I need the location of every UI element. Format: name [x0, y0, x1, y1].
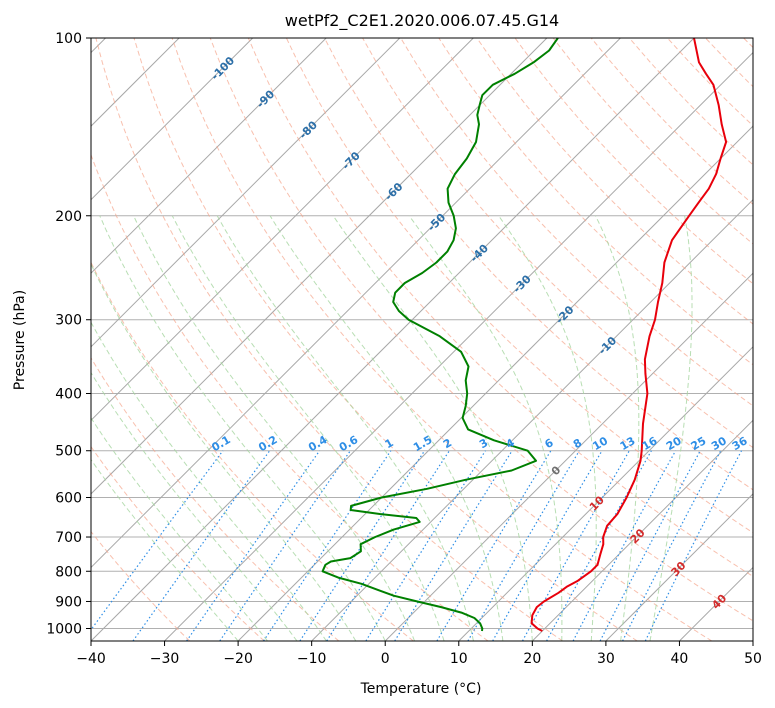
x-tick-label: −40	[76, 651, 106, 667]
y-tick-label: 600	[55, 490, 82, 506]
dry-adiabat-line	[324, 38, 753, 491]
mixing-ratio-line	[492, 450, 603, 641]
y-tick-label: 100	[55, 31, 82, 47]
isotherm-line	[164, 51, 753, 641]
dry-adiabat-line	[95, 38, 563, 641]
moist-adiabat-line	[91, 321, 327, 641]
dewpoint-profile-line	[321, 38, 559, 632]
y-tick-label: 300	[55, 313, 82, 329]
x-tick-label: −10	[297, 651, 327, 667]
temperature-profile-line	[530, 38, 728, 632]
x-axis-label: Temperature (°C)	[360, 681, 482, 697]
dry-adiabat-line	[91, 356, 340, 641]
dry-adiabat-line	[247, 38, 753, 577]
isotherm-line	[91, 38, 695, 641]
dry-adiabat-line	[91, 261, 414, 641]
x-axis: −40 −30 −20 −10 0 10 20 30 40 50	[76, 641, 762, 667]
dry-adiabat-line	[514, 38, 753, 285]
chart-title: wetPf2_C2E1.2020.006.07.45.G14	[285, 11, 559, 31]
isotherm-line	[531, 419, 753, 641]
y-tick-label: 1000	[46, 621, 82, 637]
moist-adiabat-line	[99, 215, 386, 641]
isotherm-line	[91, 38, 474, 422]
mixing-ratio-line	[91, 450, 224, 631]
isotherm-line	[458, 346, 753, 641]
moist-adiabat-line	[649, 215, 693, 641]
moist-adiabat-line	[595, 215, 640, 641]
mixing-ratio-line	[132, 450, 271, 641]
plot-frame	[90, 37, 754, 642]
dry-adiabat-line	[91, 445, 265, 641]
profile-lines	[321, 38, 728, 632]
mixing-ratio-line	[326, 450, 450, 641]
moist-adiabat-line	[91, 458, 239, 641]
isotherm-line	[91, 38, 548, 495]
y-tick-label: 800	[55, 564, 82, 580]
isotherm-line	[91, 38, 327, 274]
x-tick-label: 30	[597, 651, 615, 667]
x-tick-label: 0	[381, 651, 390, 667]
mixing-ratio-line	[365, 450, 487, 641]
x-tick-label: −20	[223, 651, 253, 667]
moist-adiabat-line	[269, 215, 504, 641]
dry-adiabat-line	[91, 153, 489, 641]
isotherm-line	[605, 493, 753, 641]
dry-adiabat-line	[209, 38, 753, 622]
isotherm-line	[91, 38, 254, 201]
x-tick-label: −30	[150, 651, 180, 667]
moist-adiabat-line	[133, 215, 416, 641]
dry-adiabat-line	[400, 38, 753, 407]
mixing-ratio-line	[186, 450, 321, 641]
mixing-ratio-line	[262, 450, 392, 641]
dry-adiabat-line	[438, 38, 753, 366]
moist-adiabat-line	[498, 215, 597, 641]
mixing-ratio-line	[622, 450, 722, 641]
mixing-ratio-line	[644, 450, 743, 641]
y-tick-label: 900	[55, 594, 82, 610]
y-tick-label: 200	[55, 209, 82, 225]
y-tick-label: 700	[55, 530, 82, 546]
moist-adiabat-line	[91, 417, 268, 641]
mixing-ratio-line	[394, 450, 513, 641]
moist-adiabat-line	[408, 215, 563, 641]
dry-adiabat-line	[133, 38, 638, 641]
dry-adiabat-line	[91, 530, 191, 641]
mixing-ratio-line	[521, 450, 630, 641]
isotherm-line	[384, 272, 753, 641]
background-lines	[91, 38, 753, 641]
isotherm-line	[237, 125, 753, 641]
moist-adiabat-line	[171, 215, 445, 641]
y-axis: 1000 900 800 700 600 500 400 300 200 100	[46, 31, 91, 637]
isotherm-line	[91, 38, 401, 348]
x-tick-label: 20	[523, 651, 541, 667]
y-tick-label: 500	[55, 444, 82, 460]
y-tick-label: 400	[55, 387, 82, 403]
x-tick-label: 10	[450, 651, 468, 667]
y-axis-label: Pressure (hPa)	[12, 290, 28, 390]
isotherm-line	[91, 38, 621, 569]
x-tick-label: 40	[671, 651, 689, 667]
moist-adiabat-line	[91, 263, 357, 641]
mixing-ratio-line	[299, 450, 426, 641]
x-tick-label: 50	[744, 651, 762, 667]
dry-adiabat-line	[171, 38, 713, 641]
mixing-ratio-line	[219, 450, 351, 641]
mixing-ratio-line	[546, 450, 652, 641]
moist-adiabat-line	[91, 371, 298, 641]
